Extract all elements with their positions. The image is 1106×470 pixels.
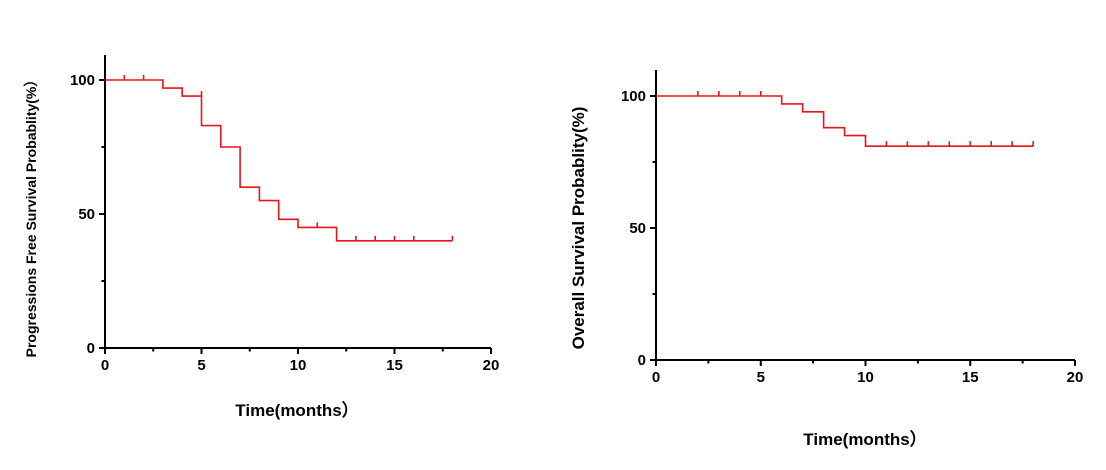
pfs-y-tick-label: 0 xyxy=(87,340,95,357)
os-y-axis-title: Overall Survival Probablity(%) xyxy=(569,107,588,350)
os-survival-curve xyxy=(656,95,1034,147)
os-x-tick-label: 10 xyxy=(857,369,874,386)
os-y-tick-label: 0 xyxy=(638,352,646,369)
pfs-y-axis-title: Progressions Free Survival Probablity(%） xyxy=(23,73,39,358)
os-x-tick-label: 0 xyxy=(652,369,660,386)
pfs-survival-curve xyxy=(105,79,453,242)
pfs-y-tick-label: 100 xyxy=(70,72,95,89)
pfs-x-tick-label: 20 xyxy=(483,357,500,374)
pfs-y-tick-label: 50 xyxy=(78,206,95,223)
pfs-x-tick-label: 5 xyxy=(197,357,205,374)
os-x-tick-label: 15 xyxy=(962,369,979,386)
pfs-chart: Time(months） Progressions Free Survival … xyxy=(23,55,499,420)
os-y-tick-label: 100 xyxy=(621,88,646,105)
pfs-x-tick-label: 0 xyxy=(101,357,109,374)
pfs-x-tick-label: 10 xyxy=(290,357,307,374)
os-x-tick-label: 5 xyxy=(757,369,765,386)
os-chart: Time(months） Overall Survival Probablity… xyxy=(569,70,1083,449)
os-x-tick-label: 20 xyxy=(1067,369,1084,386)
pfs-x-tick-label: 15 xyxy=(386,357,403,374)
os-x-axis-title: Time(months） xyxy=(803,429,926,449)
pfs-x-axis-title: Time(months） xyxy=(235,400,358,420)
os-y-tick-label: 50 xyxy=(629,220,646,237)
